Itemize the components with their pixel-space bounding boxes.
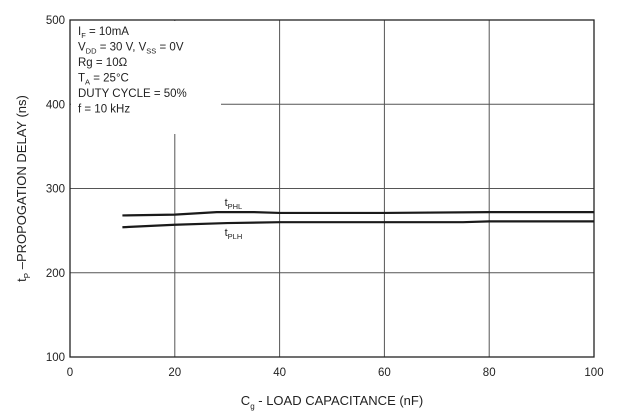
x-tick-label: 80: [483, 367, 496, 379]
series-label-tPLH: tPLH: [225, 227, 243, 241]
condition-line: Rg = 10Ω: [78, 57, 128, 69]
x-tick-label: 100: [584, 367, 603, 379]
y-tick-label: 500: [46, 15, 65, 27]
condition-line: DUTY CYCLE = 50%: [78, 88, 187, 100]
condition-line: f = 10 kHz: [78, 104, 130, 116]
y-tick-labels: 100 200 300 400 500: [46, 15, 65, 364]
series-line-tPLH: [122, 220, 594, 229]
conditions-background: [71, 21, 221, 134]
x-tick-label: 0: [67, 367, 73, 379]
series-label-tPHL: tPHL: [225, 197, 243, 211]
x-tick-label: 40: [273, 367, 286, 379]
x-tick-labels: 0 20 40 60 80 100: [67, 367, 604, 379]
condition-line: VDD = 30 V, VSS = 0V: [78, 42, 184, 56]
x-axis-title: Cg - LOAD CAPACITANCE (nF): [241, 393, 423, 411]
condition-line: IF = 10mA: [78, 26, 129, 40]
plot-frame: [69, 19, 595, 358]
x-tick-label: 20: [168, 367, 181, 379]
y-axis-title: tP –PROPOGATION DELAY (ns): [14, 95, 32, 282]
condition-line: TA = 25°C: [78, 73, 129, 87]
y-tick-label: 300: [46, 184, 65, 196]
x-tick-label: 60: [378, 367, 391, 379]
series-line-tPHL: [122, 210, 594, 217]
y-tick-label: 200: [46, 268, 65, 280]
y-tick-label: 400: [46, 99, 65, 111]
y-tick-label: 100: [46, 352, 65, 364]
series-lines: tPHL tPLH: [122, 197, 594, 241]
